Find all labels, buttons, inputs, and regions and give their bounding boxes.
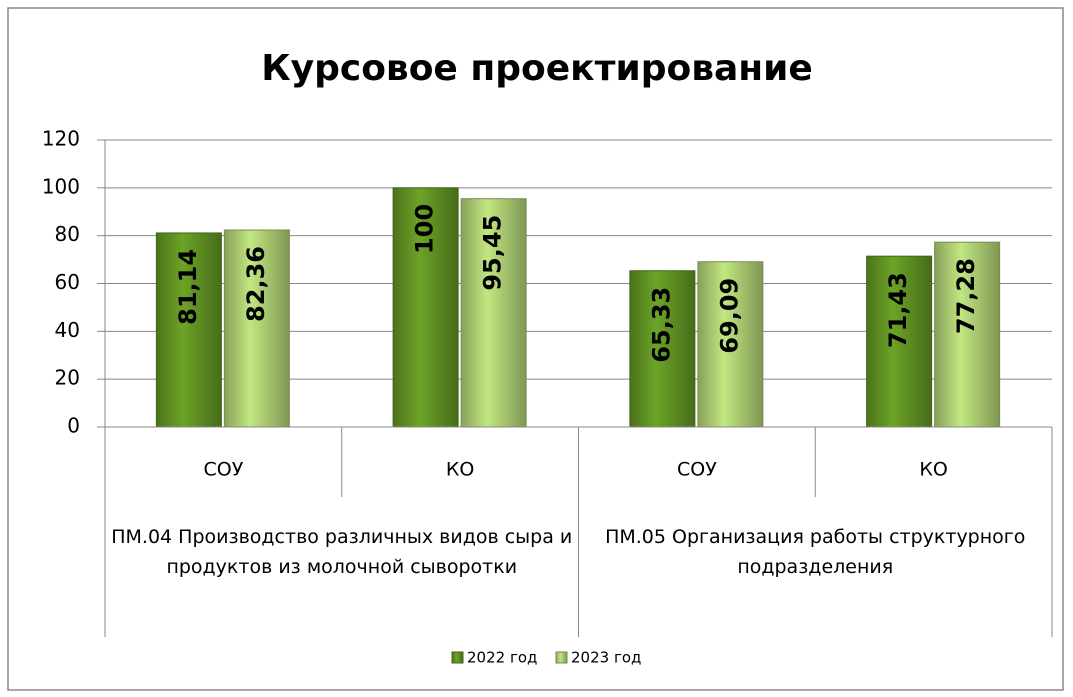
bar	[392, 187, 459, 428]
value-label: 100	[411, 204, 439, 254]
legend-label: 2023 год	[571, 649, 641, 667]
y-tick-label: 40	[55, 318, 80, 342]
legend-swatch	[555, 651, 568, 664]
legend-label: 2022 год	[467, 649, 537, 667]
bar	[934, 241, 1001, 428]
value-label: 65,33	[647, 287, 675, 363]
y-tick-label: 60	[55, 270, 80, 294]
chart-title: Курсовое проектирование	[261, 48, 813, 89]
bar	[629, 270, 696, 428]
bar	[697, 261, 764, 428]
x-tick-label: КО	[446, 459, 474, 481]
bar	[155, 232, 222, 428]
legend-swatch	[451, 651, 464, 664]
bar	[460, 198, 527, 428]
y-tick-label: 120	[42, 127, 80, 151]
bar	[223, 229, 290, 428]
y-tick-label: 80	[55, 222, 80, 246]
y-tick-label: 100	[42, 174, 80, 198]
value-label: 77,28	[952, 258, 980, 334]
category-group-label: ПМ.05 Организация работы структурного по…	[605, 526, 1026, 578]
value-label: 82,36	[242, 246, 270, 322]
value-label: 71,43	[884, 272, 912, 348]
category-group-label: ПМ.04 Производство различных видов сыра …	[111, 526, 573, 578]
y-tick-label: 0	[67, 414, 80, 438]
x-tick-label: СОУ	[203, 459, 243, 481]
value-label: 69,09	[715, 278, 743, 354]
x-tick-label: СОУ	[677, 459, 717, 481]
value-label: 81,14	[174, 249, 202, 325]
value-label: 95,45	[479, 215, 507, 291]
bar	[866, 255, 933, 428]
y-tick-label: 20	[55, 366, 80, 390]
x-tick-label: КО	[919, 459, 947, 481]
